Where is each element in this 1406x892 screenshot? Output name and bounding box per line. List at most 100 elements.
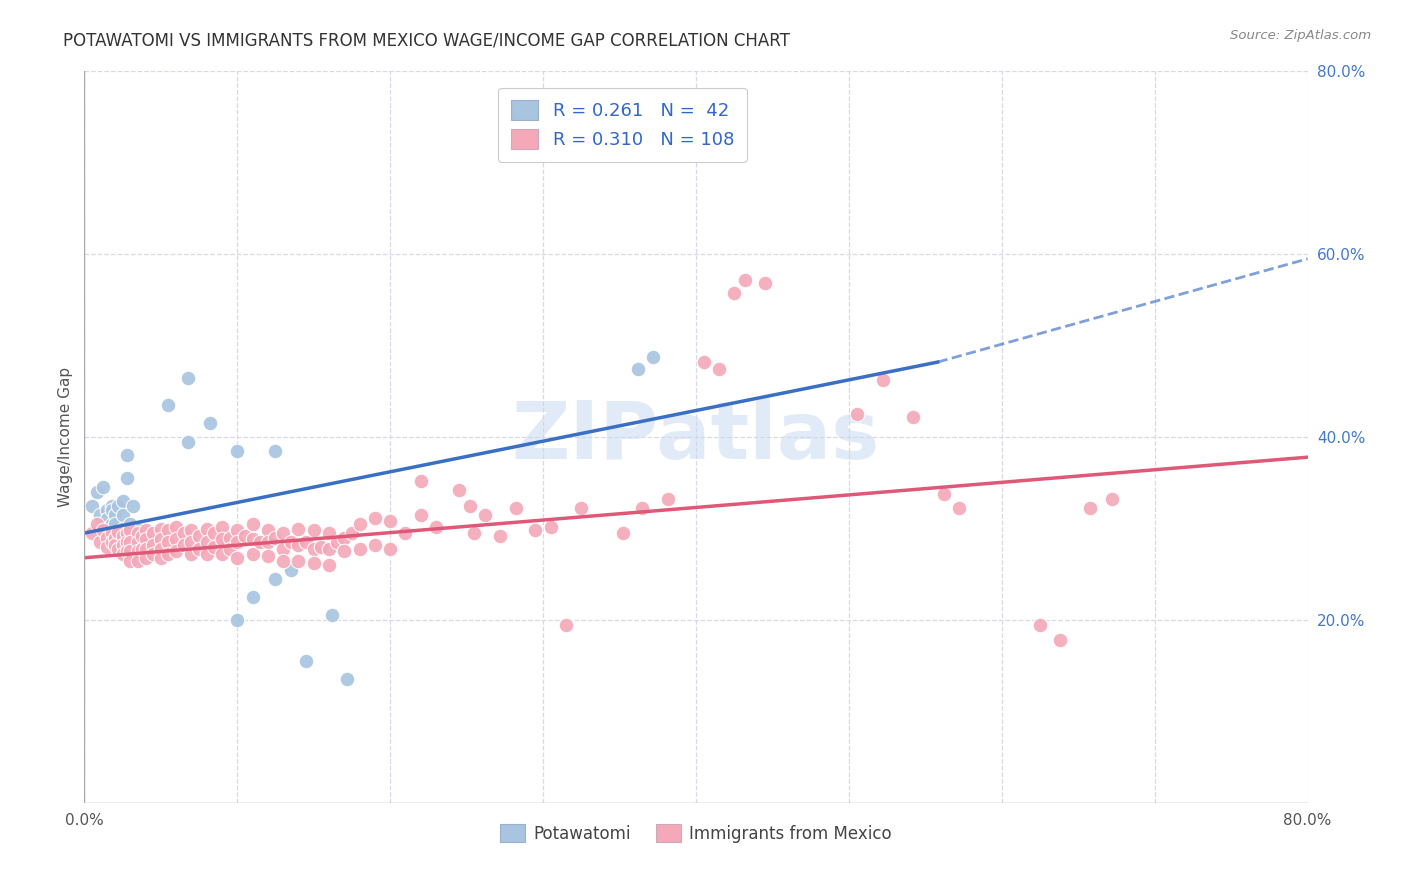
Legend: Potawatomi, Immigrants from Mexico: Potawatomi, Immigrants from Mexico bbox=[494, 817, 898, 849]
Point bbox=[127, 553, 149, 567]
Point bbox=[127, 521, 149, 535]
Point bbox=[127, 535, 149, 549]
Point bbox=[120, 535, 142, 549]
Point bbox=[505, 501, 527, 516]
Point bbox=[932, 487, 955, 501]
Point bbox=[157, 398, 180, 412]
Point bbox=[211, 531, 233, 545]
Point bbox=[149, 541, 172, 556]
Point bbox=[287, 521, 309, 535]
Point bbox=[165, 533, 187, 547]
Point bbox=[612, 526, 634, 541]
Point bbox=[127, 544, 149, 558]
Point bbox=[242, 547, 264, 561]
Text: ZIPatlas: ZIPatlas bbox=[512, 398, 880, 476]
Point bbox=[180, 535, 202, 549]
Point bbox=[318, 541, 340, 556]
Point bbox=[101, 535, 124, 549]
Point bbox=[188, 541, 211, 556]
Point bbox=[242, 516, 264, 531]
Point bbox=[122, 526, 145, 541]
Point bbox=[165, 519, 187, 533]
Point bbox=[257, 549, 280, 563]
Point bbox=[135, 549, 157, 563]
Point bbox=[91, 524, 114, 538]
Point bbox=[115, 471, 138, 485]
Point bbox=[627, 361, 650, 376]
Point bbox=[631, 501, 654, 516]
Point bbox=[280, 535, 302, 549]
Point bbox=[257, 524, 280, 538]
Point bbox=[458, 499, 481, 513]
Point bbox=[214, 535, 236, 549]
Point bbox=[157, 524, 180, 538]
Point bbox=[264, 572, 287, 586]
Point bbox=[643, 350, 665, 364]
Point bbox=[540, 519, 562, 533]
Point bbox=[321, 608, 343, 623]
Point bbox=[177, 434, 200, 449]
Point bbox=[107, 525, 129, 540]
Point bbox=[226, 535, 249, 549]
Point bbox=[96, 503, 118, 517]
Point bbox=[271, 541, 294, 556]
Point bbox=[115, 526, 138, 541]
Point bbox=[569, 501, 592, 516]
Point bbox=[226, 550, 249, 565]
Point bbox=[195, 547, 218, 561]
Point bbox=[302, 541, 325, 556]
Point bbox=[89, 508, 111, 522]
Point bbox=[104, 508, 127, 522]
Point bbox=[271, 553, 294, 567]
Point bbox=[86, 485, 108, 500]
Point bbox=[122, 499, 145, 513]
Point bbox=[149, 533, 172, 547]
Point bbox=[249, 535, 271, 549]
Point bbox=[104, 531, 127, 545]
Point bbox=[202, 540, 225, 554]
Point bbox=[872, 373, 894, 387]
Point bbox=[692, 355, 714, 369]
Point bbox=[115, 544, 138, 558]
Point bbox=[311, 540, 333, 554]
Point bbox=[149, 550, 172, 565]
Point bbox=[218, 541, 240, 556]
Point bbox=[107, 541, 129, 556]
Point bbox=[336, 673, 359, 687]
Point bbox=[138, 531, 160, 545]
Point bbox=[264, 443, 287, 458]
Point bbox=[135, 533, 157, 547]
Point bbox=[142, 547, 165, 561]
Point bbox=[91, 480, 114, 494]
Point bbox=[157, 535, 180, 549]
Point bbox=[242, 590, 264, 604]
Point bbox=[333, 544, 356, 558]
Point bbox=[111, 521, 134, 535]
Point bbox=[948, 501, 970, 516]
Point bbox=[394, 526, 416, 541]
Point bbox=[271, 526, 294, 541]
Point bbox=[115, 535, 138, 549]
Point bbox=[349, 541, 371, 556]
Point bbox=[104, 538, 127, 552]
Point bbox=[295, 654, 318, 668]
Point bbox=[131, 529, 153, 543]
Point bbox=[211, 519, 233, 533]
Point bbox=[142, 526, 165, 541]
Point bbox=[111, 538, 134, 552]
Point bbox=[165, 544, 187, 558]
Point bbox=[318, 558, 340, 573]
Point bbox=[409, 508, 432, 522]
Point bbox=[1049, 633, 1071, 648]
Point bbox=[325, 535, 347, 549]
Point bbox=[287, 553, 309, 567]
Point bbox=[1029, 617, 1052, 632]
Point bbox=[180, 524, 202, 538]
Point bbox=[195, 535, 218, 549]
Point bbox=[111, 494, 134, 508]
Point bbox=[135, 550, 157, 565]
Point bbox=[131, 541, 153, 556]
Point bbox=[380, 541, 402, 556]
Point bbox=[211, 533, 233, 547]
Point bbox=[101, 526, 124, 541]
